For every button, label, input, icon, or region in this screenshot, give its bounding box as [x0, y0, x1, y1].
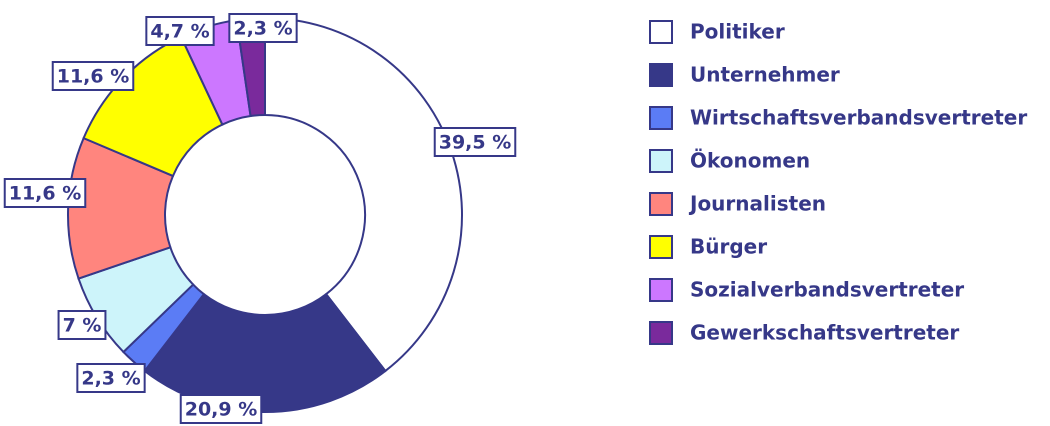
data-label-box — [228, 13, 298, 43]
legend-swatch — [649, 149, 673, 173]
legend-label: Bürger — [690, 235, 767, 259]
data-label: 4,7 % — [145, 16, 215, 46]
donut-slice — [143, 292, 387, 413]
data-label-text: 4,7 % — [150, 21, 209, 43]
data-label: 20,9 % — [179, 394, 263, 424]
legend-swatch — [649, 63, 673, 87]
legend-swatch — [649, 235, 673, 259]
data-label-box — [433, 127, 517, 157]
data-label-box — [179, 394, 263, 424]
data-label: 2,3 % — [228, 13, 298, 43]
data-label-text: 11,6 % — [57, 66, 130, 88]
legend-swatch — [649, 192, 673, 216]
legend-swatch — [649, 106, 673, 130]
data-label-text: 11,6 % — [9, 183, 82, 205]
data-label: 39,5 % — [433, 127, 517, 157]
data-label-text: 2,3 % — [81, 368, 140, 390]
data-label: 11,6 % — [3, 178, 87, 208]
data-label-text: 20,9 % — [185, 399, 258, 421]
data-label: 2,3 % — [76, 363, 146, 393]
legend-label: Journalisten — [688, 192, 826, 216]
data-label-box — [3, 178, 87, 208]
legend-swatch — [649, 278, 673, 302]
legend-label: Sozialverbandsvertreter — [690, 278, 964, 302]
data-label-box — [51, 61, 135, 91]
legend-label: Gewerkschaftsvertreter — [690, 321, 959, 345]
legend-label: Ökonomen — [690, 149, 810, 173]
legend-label: Wirtschaftsverbandsvertreter — [690, 106, 1027, 130]
data-label-box — [145, 16, 215, 46]
legend-label: Unternehmer — [690, 63, 840, 87]
data-label-text: 39,5 % — [439, 132, 512, 154]
legend-swatch — [649, 20, 673, 44]
legend-label: Politiker — [690, 20, 785, 44]
donut-slice — [264, 16, 463, 373]
data-label-text: 7 % — [63, 315, 102, 337]
legend-swatch — [649, 321, 673, 345]
data-label: 11,6 % — [51, 61, 135, 91]
data-label: 7 % — [57, 310, 107, 340]
data-label-text: 2,3 % — [233, 18, 292, 40]
data-label-box — [57, 310, 107, 340]
data-label-box — [76, 363, 146, 393]
